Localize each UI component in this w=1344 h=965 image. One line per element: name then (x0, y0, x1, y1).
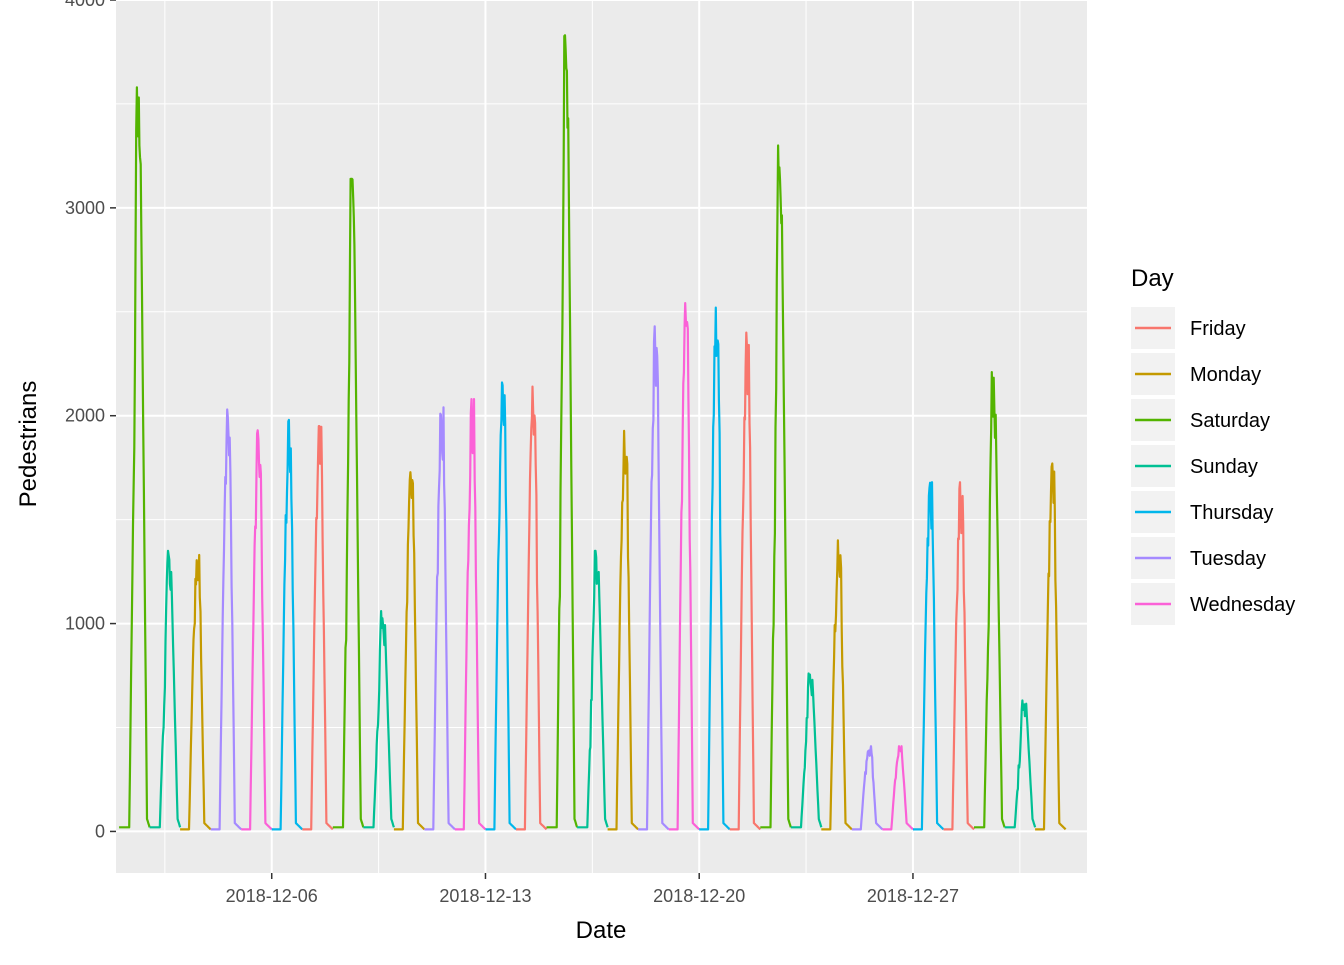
x-axis-title: Date (576, 917, 627, 944)
y-tick-label: 1000 (65, 614, 105, 634)
y-tick-label: 4000 (65, 0, 105, 10)
series-line-thursday (912, 481, 945, 831)
series-line-monday (607, 429, 639, 831)
series-line-monday (179, 553, 212, 831)
legend-title: Day (1131, 265, 1174, 292)
y-tick-label: 0 (95, 821, 105, 841)
legend-label-wednesday: Wednesday (1190, 594, 1295, 616)
series-line-friday (515, 385, 548, 831)
legend-items: Friday Monday Saturday Sunday Thursday Tuesda… (1131, 307, 1295, 625)
series-line-thursday (271, 418, 304, 831)
legend: Day Friday Monday Saturday Sunday Thursday Tu… (1131, 265, 1295, 625)
series-line-wednesday (668, 302, 701, 831)
series-line-saturday (332, 177, 365, 829)
series-lines (118, 34, 1067, 831)
series-line-friday (301, 425, 334, 831)
series-line-sunday (1004, 699, 1037, 829)
major-gridlines (116, 0, 1087, 873)
series-line-wednesday (240, 429, 273, 831)
series-line-monday (820, 539, 853, 831)
series-line-tuesday (637, 325, 670, 831)
y-tick-label: 2000 (65, 406, 105, 426)
series-line-monday (1034, 462, 1067, 831)
legend-label-sunday: Sunday (1190, 456, 1258, 478)
series-line-thursday (698, 306, 731, 831)
series-line-sunday (576, 549, 609, 829)
series-line-wednesday (881, 745, 914, 831)
legend-label-thursday: Thursday (1190, 502, 1273, 524)
legend-label-monday: Monday (1190, 364, 1261, 386)
series-line-saturday (973, 371, 1006, 829)
series-line-saturday (546, 34, 579, 829)
y-axis-title: Pedestrians (15, 381, 42, 508)
series-line-saturday (118, 86, 151, 829)
x-tick-label: 2018-12-13 (439, 886, 531, 906)
series-line-friday (942, 481, 975, 831)
series-line-sunday (362, 609, 395, 829)
series-line-monday (393, 471, 426, 831)
series-line-thursday (485, 381, 517, 831)
series-line-saturday (759, 144, 792, 829)
series-line-friday (729, 331, 762, 831)
legend-label-friday: Friday (1190, 318, 1246, 340)
minor-gridlines (116, 0, 1087, 873)
x-tick-label: 2018-12-06 (226, 886, 318, 906)
y-tick-label: 3000 (65, 198, 105, 218)
series-line-tuesday (423, 406, 456, 831)
legend-label-tuesday: Tuesday (1190, 548, 1266, 570)
series-line-sunday (790, 672, 823, 829)
x-tick-label: 2018-12-20 (653, 886, 745, 906)
legend-label-saturday: Saturday (1190, 410, 1270, 432)
y-axis: 0 1000 2000 3000 4000 (65, 0, 116, 841)
plot-panel (116, 0, 1087, 873)
series-line-wednesday (454, 398, 487, 831)
series-line-tuesday (851, 745, 884, 831)
series-line-sunday (149, 549, 182, 829)
x-tick-label: 2018-12-27 (867, 886, 959, 906)
x-axis: 2018-12-06 2018-12-13 2018-12-20 2018-12-27 (226, 873, 959, 906)
series-line-tuesday (210, 408, 243, 831)
